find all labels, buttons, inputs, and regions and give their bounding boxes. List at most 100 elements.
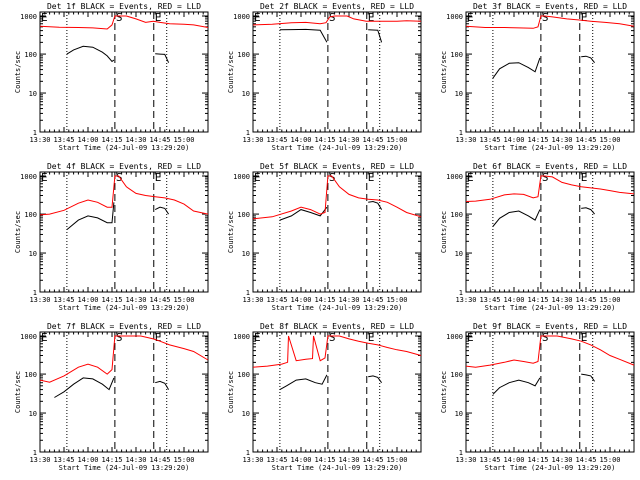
panel-9: Det 9f BLACK = Events, RED = LLD 1 10 100 10… <box>440 322 635 472</box>
panel-title: Det 8f BLACK = Events, RED = LLD <box>260 322 414 331</box>
x-tick-label: 14:30 <box>125 136 146 144</box>
x-tick-label: 13:45 <box>53 296 74 304</box>
x-tick-label: 14:45 <box>362 296 383 304</box>
y-tick-label: 100 <box>237 371 250 379</box>
edge-marker-label: E <box>254 11 261 24</box>
x-axis-label: Start Time (24-Jul-09 13:29:20) <box>485 304 616 312</box>
y-tick-label: 10 <box>29 90 37 98</box>
x-tick-label: 14:15 <box>527 136 548 144</box>
y-tick-label: 1000 <box>20 173 37 181</box>
series-line-events <box>154 206 170 215</box>
y-tick-label: 1 <box>246 289 250 297</box>
x-axis-label: Start Time (24-Jul-09 13:29:20) <box>272 144 403 152</box>
x-tick-label: 15:00 <box>173 136 194 144</box>
y-axis-label: Counts/sec <box>440 51 448 93</box>
plot-frame <box>465 331 635 453</box>
series-line-events <box>581 207 595 215</box>
x-tick-label: 14:00 <box>290 456 311 464</box>
interval-marker-S: S <box>542 11 549 24</box>
series-line-events <box>492 57 541 79</box>
x-tick-label: 14:15 <box>314 136 335 144</box>
x-axis-label: Start Time (24-Jul-09 13:29:20) <box>272 304 403 312</box>
y-tick-label: 1 <box>246 449 250 457</box>
series-line-events <box>368 29 383 43</box>
x-tick-label: 14:00 <box>503 296 524 304</box>
y-tick-label: 1000 <box>20 13 37 21</box>
x-tick-label: 14:45 <box>149 296 170 304</box>
panel-6: Det 6f BLACK = Events, RED = LLD 1 10 100 10… <box>440 162 635 312</box>
series-line-events <box>581 373 596 382</box>
plot-frame <box>39 331 209 453</box>
y-tick-label: 10 <box>242 410 250 418</box>
interval-marker-S: S <box>329 11 336 24</box>
series-line-events <box>492 377 541 395</box>
edge-marker-label: E <box>467 331 474 344</box>
series-line-events <box>368 200 383 210</box>
y-tick-label: 1 <box>33 449 37 457</box>
x-tick-label: 15:00 <box>599 296 620 304</box>
series-line-events <box>155 380 170 390</box>
edge-marker-label: E <box>41 171 48 184</box>
panel-title: Det 4f BLACK = Events, RED = LLD <box>47 162 201 171</box>
interval-marker-S: S <box>116 331 123 344</box>
y-tick-label: 100 <box>24 371 37 379</box>
x-tick-label: 13:30 <box>242 456 263 464</box>
x-tick-label: 14:00 <box>77 456 98 464</box>
y-tick-label: 1 <box>459 449 463 457</box>
x-tick-label: 15:00 <box>386 456 407 464</box>
interval-marker-S: S <box>542 171 549 184</box>
x-tick-label: 14:00 <box>77 136 98 144</box>
plot-frame <box>39 11 209 133</box>
y-tick-label: 1000 <box>446 173 463 181</box>
x-tick-label: 14:00 <box>77 296 98 304</box>
x-tick-label: 13:30 <box>455 296 476 304</box>
y-tick-label: 100 <box>450 211 463 219</box>
series-line-events <box>66 45 115 63</box>
series-line-lld <box>465 15 635 29</box>
panel-title: Det 9f BLACK = Events, RED = LLD <box>473 322 627 331</box>
plot-frame <box>39 171 209 293</box>
y-tick-label: 100 <box>24 51 37 59</box>
x-tick-label: 14:00 <box>503 456 524 464</box>
interval-marker-S: S <box>329 331 336 344</box>
y-tick-label: 10 <box>455 410 463 418</box>
y-tick-label: 1000 <box>233 333 250 341</box>
x-tick-label: 14:15 <box>101 136 122 144</box>
x-tick-label: 14:00 <box>290 136 311 144</box>
x-tick-label: 14:30 <box>125 296 146 304</box>
x-tick-label: 13:30 <box>242 136 263 144</box>
y-tick-label: 100 <box>237 51 250 59</box>
y-tick-label: 1000 <box>446 13 463 21</box>
x-tick-label: 14:00 <box>503 136 524 144</box>
panel-5: Det 5f BLACK = Events, RED = LLD 1 10 100 10… <box>227 162 422 312</box>
x-tick-label: 14:15 <box>101 456 122 464</box>
panel-title: Det 2f BLACK = Events, RED = LLD <box>260 2 414 11</box>
series-line-lld <box>252 15 422 26</box>
interval-marker-E: E <box>581 171 588 184</box>
interval-marker-E: E <box>368 171 375 184</box>
interval-marker-S: S <box>542 331 549 344</box>
series-line-events <box>66 202 115 230</box>
x-tick-label: 15:00 <box>173 296 194 304</box>
y-tick-label: 10 <box>29 250 37 258</box>
x-tick-label: 14:45 <box>362 456 383 464</box>
x-tick-label: 14:30 <box>338 296 359 304</box>
x-tick-label: 14:45 <box>575 296 596 304</box>
y-tick-label: 1 <box>33 129 37 137</box>
x-tick-label: 13:45 <box>53 456 74 464</box>
y-tick-label: 10 <box>455 90 463 98</box>
series-line-events <box>279 28 328 43</box>
series-line-events <box>581 55 595 64</box>
x-tick-label: 14:30 <box>125 456 146 464</box>
panel-7: Det 7f BLACK = Events, RED = LLD 1 10 100 10… <box>14 322 209 472</box>
x-tick-label: 13:45 <box>479 296 500 304</box>
x-tick-label: 13:30 <box>29 456 50 464</box>
x-tick-label: 13:30 <box>455 136 476 144</box>
x-axis-label: Start Time (24-Jul-09 13:29:20) <box>485 144 616 152</box>
edge-marker-label: E <box>467 11 474 24</box>
series-line-lld <box>465 175 635 202</box>
y-tick-label: 1000 <box>446 333 463 341</box>
y-tick-label: 1000 <box>233 13 250 21</box>
series-line-lld <box>39 335 209 383</box>
